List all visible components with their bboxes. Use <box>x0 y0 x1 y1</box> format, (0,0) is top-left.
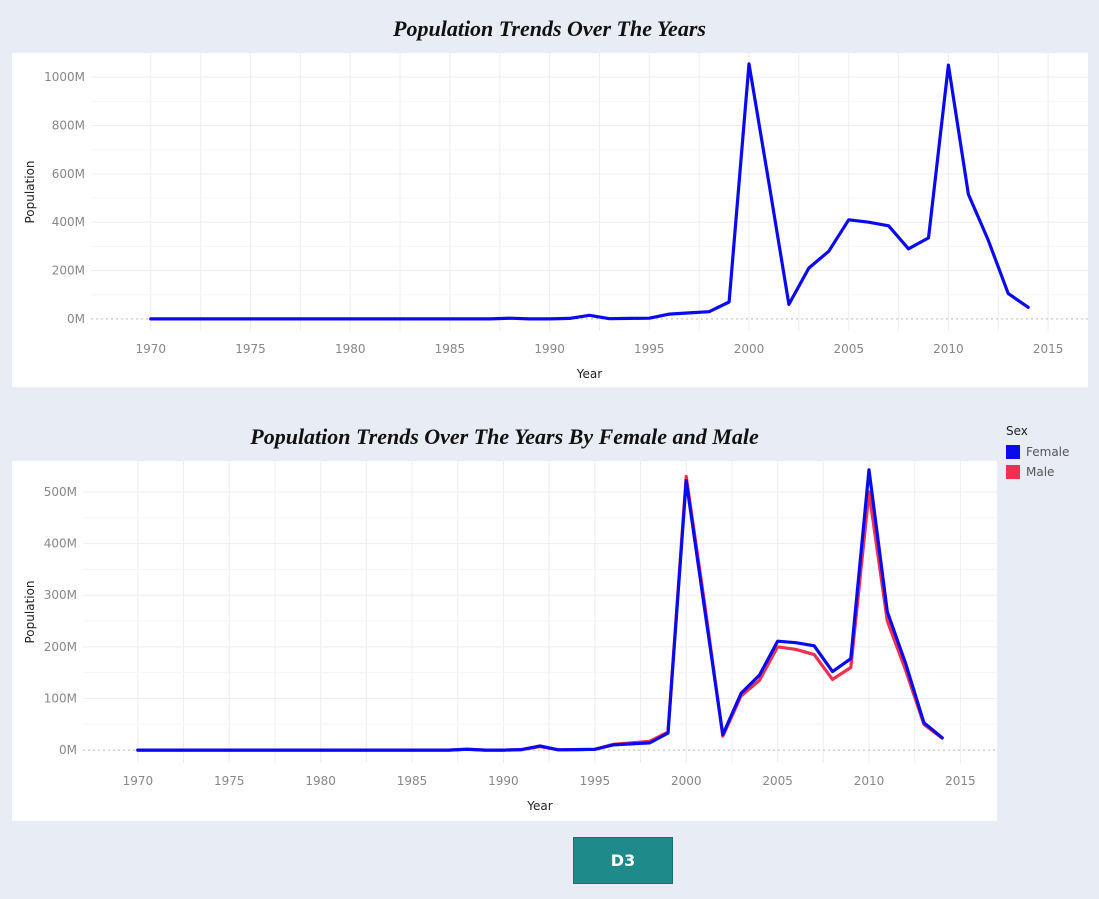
x-tick-label: 1995 <box>634 342 665 356</box>
x-tick-label: 1995 <box>580 774 611 788</box>
y-tick-label: 1000M <box>44 70 85 84</box>
x-tick-label: 1975 <box>214 774 245 788</box>
y-tick-label: 100M <box>44 691 77 705</box>
legend-label-male: Male <box>1026 465 1055 479</box>
x-tick-label: 1985 <box>397 774 428 788</box>
x-tick-label: 2005 <box>833 342 864 356</box>
x-tick-label: 1990 <box>488 774 519 788</box>
x-tick-label: 2015 <box>1033 342 1064 356</box>
x-tick-label: 1975 <box>235 342 266 356</box>
legend: Sex Female Male <box>1006 424 1069 482</box>
chart-by-sex-svg: 0M 100M 200M 300M 400M 500M 1970 1975 1980 1985 19… <box>23 461 997 813</box>
x-tick-label: 2015 <box>945 774 976 788</box>
legend-label-female: Female <box>1026 445 1070 459</box>
chart-panel-total: 0M 200M 400M 600M 800M 1000M 1970 1975 1980 1985 1… <box>12 53 1088 387</box>
chart-total-svg: 0M 200M 400M 600M 800M 1000M 1970 1975 1980 1985 1… <box>23 53 1088 381</box>
x-axis-title: Year <box>576 367 602 381</box>
y-tick-label: 0M <box>59 743 77 757</box>
x-axis-title: Year <box>526 799 552 813</box>
x-tick-label: 2005 <box>762 774 793 788</box>
legend-swatch-female <box>1006 445 1020 459</box>
legend-swatch-male <box>1006 465 1020 479</box>
series-line-series-1[interactable] <box>149 62 1030 321</box>
x-tick-label: 1980 <box>305 774 336 788</box>
x-tick-label: 2010 <box>854 774 885 788</box>
x-tick-label: 1970 <box>136 342 167 356</box>
legend-item-female[interactable]: Female <box>1006 442 1069 462</box>
y-tick-label: 800M <box>52 119 85 133</box>
x-tick-label: 2000 <box>671 774 702 788</box>
x-tick-label: 1990 <box>534 342 565 356</box>
legend-title: Sex <box>1006 424 1028 438</box>
chart-title-by-sex: Population Trends Over The Years By Fema… <box>250 424 759 449</box>
y-tick-label: 600M <box>52 167 85 181</box>
y-tick-label: 400M <box>52 215 85 229</box>
x-tick-label: 1980 <box>335 342 366 356</box>
x-tick-label: 1985 <box>435 342 466 356</box>
y-tick-label: 200M <box>44 640 77 654</box>
y-tick-label: 400M <box>44 537 77 551</box>
y-tick-label: 0M <box>67 312 85 326</box>
series-line-female[interactable] <box>136 468 944 752</box>
y-tick-label: 500M <box>44 485 77 499</box>
y-tick-label: 200M <box>52 264 85 278</box>
chart-title-total: Population Trends Over The Years <box>393 16 706 41</box>
x-tick-label: 2010 <box>933 342 964 356</box>
x-tick-label: 1970 <box>123 774 154 788</box>
legend-item-male[interactable]: Male <box>1006 462 1069 482</box>
y-axis-title: Population <box>23 580 37 643</box>
x-tick-label: 2000 <box>734 342 765 356</box>
y-axis-title: Population <box>23 160 37 223</box>
d3-button[interactable]: D3 <box>573 837 673 884</box>
chart-panel-by-sex: 0M 100M 200M 300M 400M 500M 1970 1975 1980 1985 19… <box>12 461 997 821</box>
y-tick-label: 300M <box>44 588 77 602</box>
